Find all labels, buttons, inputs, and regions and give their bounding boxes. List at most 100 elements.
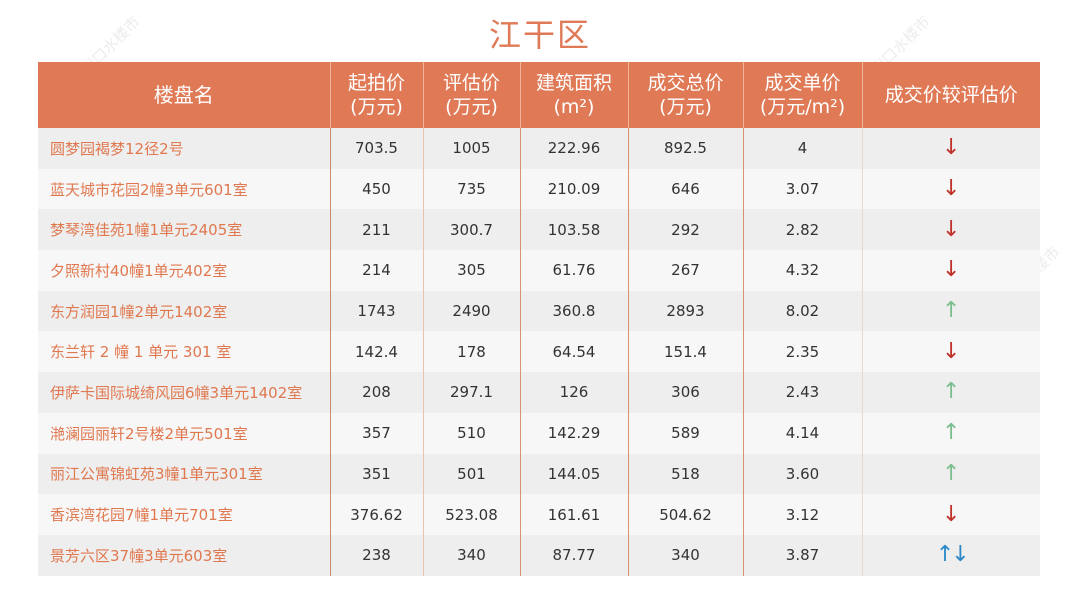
cell-total: 340 <box>627 534 743 576</box>
cell-total: 267 <box>627 250 743 291</box>
cell-start-price: 351 <box>330 453 423 495</box>
header-total: 成交总价 (万元) <box>627 62 743 128</box>
cell-name: 东方润园1幢2单元1402室 <box>38 290 331 332</box>
cell-appraisal: 2490 <box>422 290 520 332</box>
cell-start-price: 211 <box>330 209 423 251</box>
cell-unit: 2.43 <box>742 372 862 413</box>
cell-total: 151.4 <box>627 331 743 373</box>
cell-start-price: 1743 <box>330 290 423 332</box>
arrow-up-icon: ↑ <box>942 420 961 446</box>
table-row: 景芳六区37幢3单元603室 238 340 87.77 340 3.87 ↑↓ <box>38 534 1040 576</box>
cell-start-price: 703.5 <box>330 128 423 169</box>
cell-start-price: 142.4 <box>330 331 423 373</box>
cell-area: 360.8 <box>519 290 628 332</box>
cell-trend: ↓ <box>861 209 1040 251</box>
arrow-up-down-icon: ↑↓ <box>935 542 970 568</box>
cell-name: 圆梦园褐梦12径2号 <box>38 128 331 169</box>
arrow-down-icon: ↓ <box>942 216 961 242</box>
page-title: 江干区 <box>488 16 591 54</box>
header-start-price: 起拍价 (万元) <box>329 62 423 128</box>
cell-total: 646 <box>627 168 743 210</box>
cell-unit: 4 <box>742 128 862 169</box>
table-row: 香滨湾花园7幢1单元701室 376.62 523.08 161.61 504.62 3.… <box>38 494 1040 535</box>
arrow-up-icon: ↑ <box>942 298 961 324</box>
header-vs-appraisal: 成交价较评估价 <box>861 62 1040 128</box>
cell-start-price: 208 <box>330 372 423 413</box>
arrow-down-icon: ↓ <box>942 338 961 364</box>
header-name: 楼盘名 <box>38 62 330 128</box>
cell-name: 香滨湾花园7幢1单元701室 <box>38 494 331 535</box>
cell-area: 103.58 <box>519 209 628 251</box>
cell-area: 222.96 <box>519 128 628 169</box>
cell-area: 144.05 <box>519 453 628 495</box>
cell-total: 892.5 <box>627 128 743 169</box>
cell-trend: ↑ <box>861 453 1040 495</box>
arrow-down-icon: ↓ <box>942 257 961 283</box>
table-row: 梦琴湾佳苑1幢1单元2405室 211 300.7 103.58 292 2.82 ↓ <box>38 209 1040 251</box>
table-row: 滟澜园丽轩2号楼2单元501室 357 510 142.29 589 4.14 ↑ <box>38 412 1040 454</box>
table-row: 东兰轩 2 幢 1 单元 301 室 142.4 178 64.54 151.4 2.35… <box>38 331 1040 373</box>
cell-total: 2893 <box>627 290 743 332</box>
table-row: 夕照新村40幢1单元402室 214 305 61.76 267 4.32 ↓ <box>38 250 1040 291</box>
cell-trend: ↓ <box>861 331 1040 373</box>
cell-total: 589 <box>627 412 743 454</box>
cell-unit: 3.07 <box>742 168 862 210</box>
cell-unit: 4.32 <box>742 250 862 291</box>
cell-name: 滟澜园丽轩2号楼2单元501室 <box>38 412 331 454</box>
table-header-row: 楼盘名 起拍价 (万元) 评估价 (万元) 建筑面积 (m²) 成交总价 (万元) 成交… <box>38 62 1040 128</box>
cell-appraisal: 340 <box>422 534 520 576</box>
arrow-up-icon: ↑ <box>942 460 961 486</box>
arrow-down-icon: ↓ <box>942 501 961 527</box>
cell-name: 梦琴湾佳苑1幢1单元2405室 <box>38 209 331 251</box>
arrow-down-icon: ↓ <box>942 135 961 161</box>
cell-trend: ↓ <box>861 128 1040 169</box>
cell-total: 504.62 <box>627 494 743 535</box>
cell-start-price: 450 <box>330 168 423 210</box>
cell-area: 61.76 <box>519 250 628 291</box>
header-appraisal: 评估价 (万元) <box>422 62 520 128</box>
auction-table: 楼盘名 起拍价 (万元) 评估价 (万元) 建筑面积 (m²) 成交总价 (万元) 成交… <box>38 62 1040 576</box>
cell-area: 161.61 <box>519 494 628 535</box>
cell-unit: 3.87 <box>742 534 862 576</box>
arrow-up-icon: ↑ <box>942 379 961 405</box>
cell-start-price: 376.62 <box>330 494 423 535</box>
cell-area: 87.77 <box>519 534 628 576</box>
cell-total: 518 <box>627 453 743 495</box>
cell-total: 306 <box>627 372 743 413</box>
cell-appraisal: 501 <box>422 453 520 495</box>
table-row: 东方润园1幢2单元1402室 1743 2490 360.8 2893 8.02 ↑ <box>38 290 1040 332</box>
cell-name: 夕照新村40幢1单元402室 <box>38 250 331 291</box>
cell-unit: 8.02 <box>742 290 862 332</box>
cell-name: 东兰轩 2 幢 1 单元 301 室 <box>38 331 331 373</box>
cell-area: 142.29 <box>519 412 628 454</box>
cell-start-price: 238 <box>330 534 423 576</box>
cell-total: 292 <box>627 209 743 251</box>
header-unit-price: 成交单价 (万元/m²) <box>742 62 862 128</box>
cell-trend: ↑ <box>861 290 1040 332</box>
cell-start-price: 357 <box>330 412 423 454</box>
cell-trend: ↑ <box>861 372 1040 413</box>
cell-appraisal: 510 <box>422 412 520 454</box>
cell-trend: ↑↓ <box>861 534 1040 576</box>
cell-name: 伊萨卡国际城绮风园6幢3单元1402室 <box>38 372 331 413</box>
header-area: 建筑面积 (m²) <box>519 62 628 128</box>
cell-name: 景芳六区37幢3单元603室 <box>38 534 331 576</box>
cell-trend: ↓ <box>861 168 1040 210</box>
table-row: 圆梦园褐梦12径2号 703.5 1005 222.96 892.5 4 ↓ <box>38 128 1040 169</box>
arrow-down-icon: ↓ <box>942 176 961 202</box>
cell-start-price: 214 <box>330 250 423 291</box>
cell-unit: 2.35 <box>742 331 862 373</box>
cell-area: 126 <box>519 372 628 413</box>
cell-unit: 3.12 <box>742 494 862 535</box>
cell-unit: 2.82 <box>742 209 862 251</box>
cell-appraisal: 1005 <box>422 128 520 169</box>
cell-name: 丽江公寓锦虹苑3幢1单元301室 <box>38 453 331 495</box>
cell-name: 蓝天城市花园2幢3单元601室 <box>38 168 331 210</box>
cell-unit: 3.60 <box>742 453 862 495</box>
cell-appraisal: 523.08 <box>422 494 520 535</box>
cell-unit: 4.14 <box>742 412 862 454</box>
cell-trend: ↓ <box>861 494 1040 535</box>
cell-appraisal: 178 <box>422 331 520 373</box>
cell-trend: ↑ <box>861 412 1040 454</box>
cell-area: 210.09 <box>519 168 628 210</box>
